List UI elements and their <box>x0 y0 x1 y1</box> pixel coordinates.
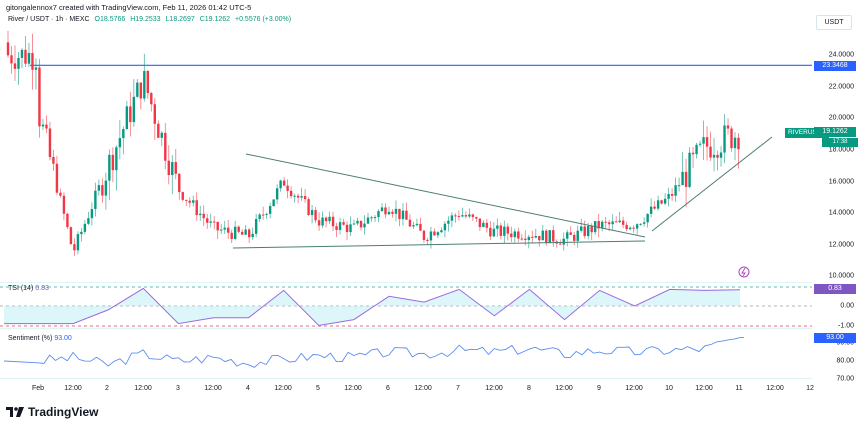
bar-countdown: 17:38 <box>822 138 858 147</box>
tsi-label: TSI (14) <box>8 285 34 292</box>
tradingview-logo[interactable]: TradingView <box>6 405 98 419</box>
hline-price-tag: 23.3468 <box>814 61 856 71</box>
time-tick: 12:00 <box>204 385 222 392</box>
price-tick: 10.0000 <box>828 272 854 280</box>
symbol-price-tag: RIVERUSDT <box>785 128 829 138</box>
time-tick: 12:00 <box>134 385 152 392</box>
time-tick: 12:00 <box>695 385 713 392</box>
price-axis[interactable]: USDT 24.0000 22.0000 20.0000 18.0000 16.… <box>812 0 860 400</box>
tradingview-logo-icon <box>6 407 24 417</box>
symbol-legend: River / USDT · 1h · MEXC O18.5766 H19.25… <box>8 16 291 23</box>
chart-area[interactable] <box>0 0 812 400</box>
time-tick: 9 <box>597 385 601 392</box>
time-tick: 10 <box>665 385 673 392</box>
sentiment-value: 93.00 <box>54 335 72 342</box>
sentiment-legend: Sentiment (%) 93.00 <box>8 335 72 342</box>
time-tick: 11 <box>735 385 743 392</box>
time-tick: 7 <box>456 385 460 392</box>
brand-name: TradingView <box>28 405 99 419</box>
time-tick: 12:00 <box>64 385 82 392</box>
tsi-tick: -1.00 <box>838 322 854 330</box>
sentiment-tick: 70.00 <box>836 375 854 383</box>
change-value: +0.5576 (+3.00%) <box>235 16 292 23</box>
high-value: H19.2533 <box>130 16 161 23</box>
price-tick: 14.0000 <box>828 209 854 217</box>
low-value: L18.2697 <box>165 16 195 23</box>
time-tick: 4 <box>246 385 250 392</box>
sentiment-label: Sentiment (%) <box>8 335 53 342</box>
time-tick: 12:00 <box>274 385 292 392</box>
sentiment-tick: 80.00 <box>836 357 854 365</box>
price-tick: 22.0000 <box>828 83 854 91</box>
price-tick: 24.0000 <box>828 51 854 59</box>
close-value: C19.1262 <box>199 16 231 23</box>
price-tick: 12.0000 <box>828 241 854 249</box>
symbol-info: River / USDT · 1h · MEXC <box>8 16 90 23</box>
attribution-header: gitongalennox7 created with TradingView.… <box>6 3 252 12</box>
last-price-tag: 19.1262 <box>814 127 856 137</box>
time-tick: 5 <box>316 385 320 392</box>
tsi-value-tag: 0.83 <box>814 284 856 294</box>
open-value: O18.5766 <box>94 16 126 23</box>
pane-divider[interactable] <box>0 328 812 329</box>
time-tick: 12:00 <box>485 385 503 392</box>
time-tick: 2 <box>105 385 109 392</box>
time-tick: 12:00 <box>766 385 784 392</box>
tsi-legend: TSI (14) 0.83 <box>8 285 49 292</box>
pane-divider[interactable] <box>0 282 812 283</box>
time-tick: 12:00 <box>625 385 643 392</box>
time-tick: 6 <box>386 385 390 392</box>
time-tick: 12:00 <box>344 385 362 392</box>
currency-button[interactable]: USDT <box>816 15 852 30</box>
tsi-tick: 0.00 <box>840 302 854 310</box>
time-axis-divider <box>0 378 812 379</box>
time-tick: 8 <box>527 385 531 392</box>
price-tick: 18.0000 <box>828 146 854 154</box>
time-tick: Feb <box>31 385 45 392</box>
time-tick: 12:00 <box>555 385 573 392</box>
price-tick: 20.0000 <box>828 114 854 122</box>
price-tick: 16.0000 <box>828 178 854 186</box>
sentiment-value-tag: 93.00 <box>814 333 856 343</box>
sentiment-tick: 90.00 <box>836 339 854 347</box>
time-axis[interactable]: Feb 12:00 2 12:00 3 12:00 4 12:00 5 12:0… <box>0 380 814 396</box>
time-tick: 12 <box>806 385 814 392</box>
time-tick: 12:00 <box>414 385 432 392</box>
time-tick: 3 <box>176 385 180 392</box>
candlestick-chart[interactable] <box>0 0 812 400</box>
tsi-value: 0.83 <box>35 285 49 292</box>
